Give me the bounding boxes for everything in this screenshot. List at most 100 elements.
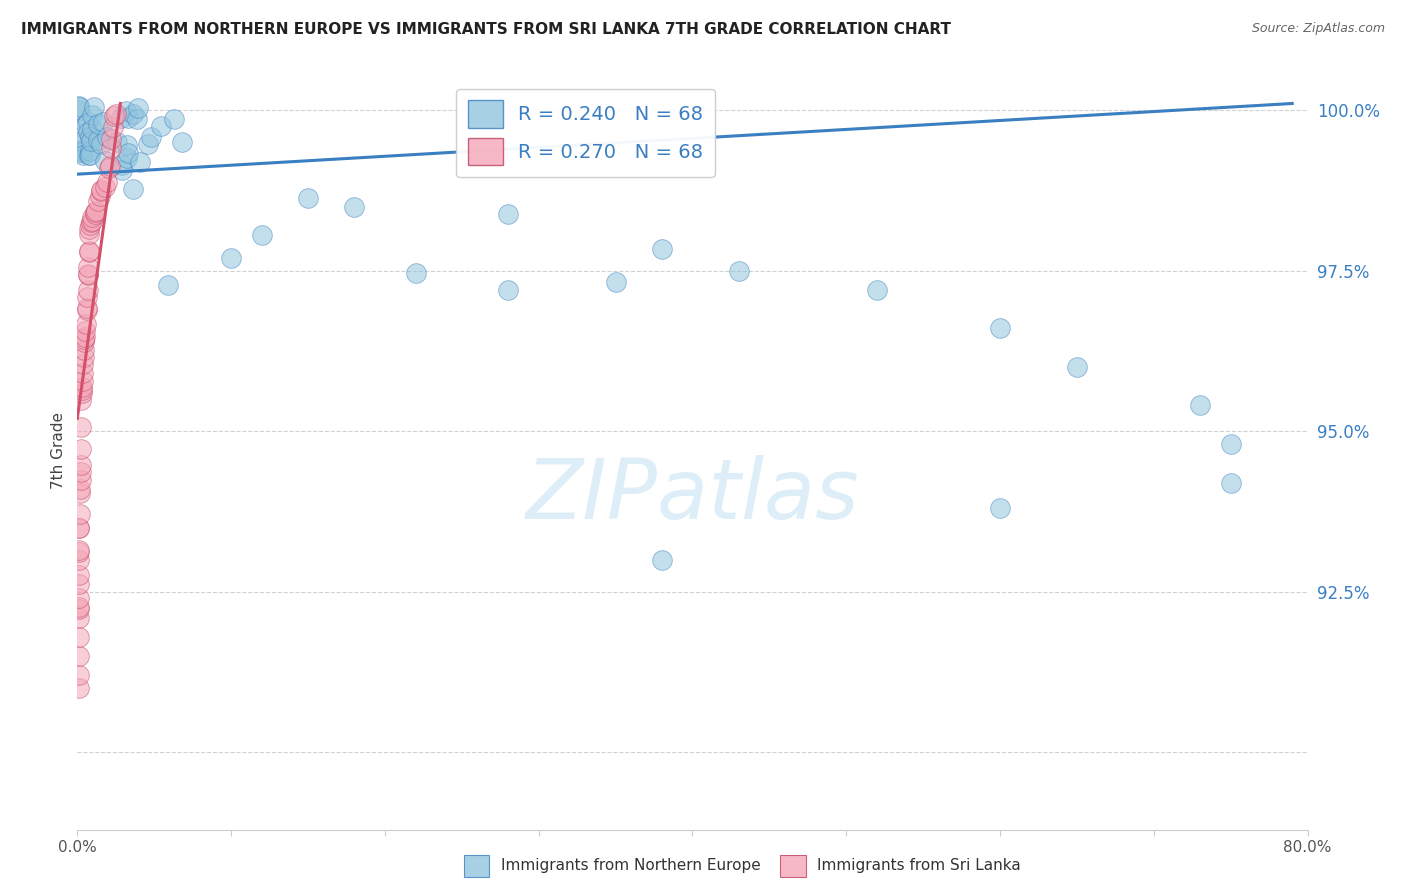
Point — [84, 203, 107, 218]
Point — [136, 136, 159, 151]
Point — [70, 442, 93, 457]
Point — [110, 111, 132, 125]
Point — [90, 183, 112, 197]
Point — [104, 107, 127, 121]
Point — [67, 600, 90, 615]
Point — [80, 122, 103, 136]
Point — [76, 302, 98, 317]
Point — [67, 521, 90, 535]
Point — [75, 329, 97, 343]
Point — [127, 112, 149, 127]
Point — [496, 207, 519, 221]
Point — [87, 117, 110, 131]
Point — [988, 501, 1011, 516]
Point — [67, 137, 90, 152]
Text: Immigrants from Sri Lanka: Immigrants from Sri Lanka — [817, 858, 1021, 872]
Point — [67, 567, 90, 582]
Point — [79, 148, 101, 162]
Point — [67, 577, 90, 591]
Point — [67, 681, 90, 696]
Point — [67, 552, 90, 566]
Point — [80, 108, 103, 122]
Point — [67, 610, 90, 624]
Point — [67, 100, 90, 114]
Point — [72, 366, 94, 380]
Point — [72, 119, 94, 133]
Point — [70, 420, 93, 434]
Point — [69, 482, 91, 496]
Text: IMMIGRANTS FROM NORTHERN EUROPE VS IMMIGRANTS FROM SRI LANKA 7TH GRADE CORRELATI: IMMIGRANTS FROM NORTHERN EUROPE VS IMMIG… — [21, 22, 950, 37]
Point — [89, 188, 111, 202]
Point — [79, 130, 101, 145]
Point — [69, 465, 91, 479]
Point — [93, 180, 115, 194]
Point — [117, 145, 139, 160]
Text: ZIPatlas: ZIPatlas — [526, 456, 859, 536]
Point — [70, 393, 93, 408]
Legend: R = 0.240   N = 68, R = 0.270   N = 68: R = 0.240 N = 68, R = 0.270 N = 68 — [456, 88, 716, 177]
Point — [80, 135, 103, 149]
Point — [105, 135, 128, 149]
Point — [73, 332, 96, 346]
Point — [73, 343, 96, 358]
Point — [219, 251, 242, 265]
Point — [115, 151, 138, 165]
Point — [114, 104, 136, 119]
Point — [121, 181, 143, 195]
Point — [651, 552, 673, 566]
Point — [98, 159, 121, 173]
Point — [79, 218, 101, 232]
Text: Source: ZipAtlas.com: Source: ZipAtlas.com — [1251, 22, 1385, 36]
Point — [76, 290, 98, 304]
Point — [77, 125, 100, 139]
Point — [77, 267, 100, 281]
Point — [73, 334, 96, 349]
Point — [72, 357, 94, 371]
Point — [67, 542, 90, 557]
Point — [69, 507, 91, 521]
Point — [69, 473, 91, 487]
Point — [117, 111, 139, 125]
Point — [77, 260, 100, 274]
Point — [67, 630, 90, 644]
Point — [129, 155, 152, 169]
Point — [75, 324, 97, 338]
Point — [727, 263, 749, 277]
Point — [79, 221, 101, 235]
Point — [127, 101, 149, 115]
Point — [110, 158, 132, 172]
Point — [94, 154, 117, 169]
Point — [343, 200, 366, 214]
Point — [67, 520, 90, 534]
Point — [76, 301, 98, 315]
Point — [67, 602, 90, 616]
Point — [250, 227, 273, 242]
Point — [75, 118, 97, 132]
Point — [67, 668, 90, 682]
Point — [83, 205, 105, 219]
Point — [76, 283, 98, 297]
Point — [1219, 475, 1241, 490]
Point — [149, 120, 172, 134]
Point — [988, 321, 1011, 335]
Point — [139, 130, 162, 145]
Point — [79, 145, 101, 159]
Point — [72, 374, 94, 388]
Point — [67, 649, 90, 664]
Point — [496, 283, 519, 297]
Point — [70, 143, 93, 157]
Point — [1188, 399, 1211, 413]
Point — [1066, 359, 1088, 374]
Point — [96, 130, 118, 145]
Point — [70, 383, 93, 397]
Point — [70, 134, 93, 148]
Point — [69, 458, 91, 473]
Point — [90, 137, 112, 152]
Point — [75, 318, 97, 332]
Point — [80, 215, 103, 229]
Point — [121, 107, 143, 121]
Point — [83, 207, 105, 221]
Point — [100, 132, 122, 146]
Point — [77, 227, 100, 242]
Point — [70, 386, 93, 401]
